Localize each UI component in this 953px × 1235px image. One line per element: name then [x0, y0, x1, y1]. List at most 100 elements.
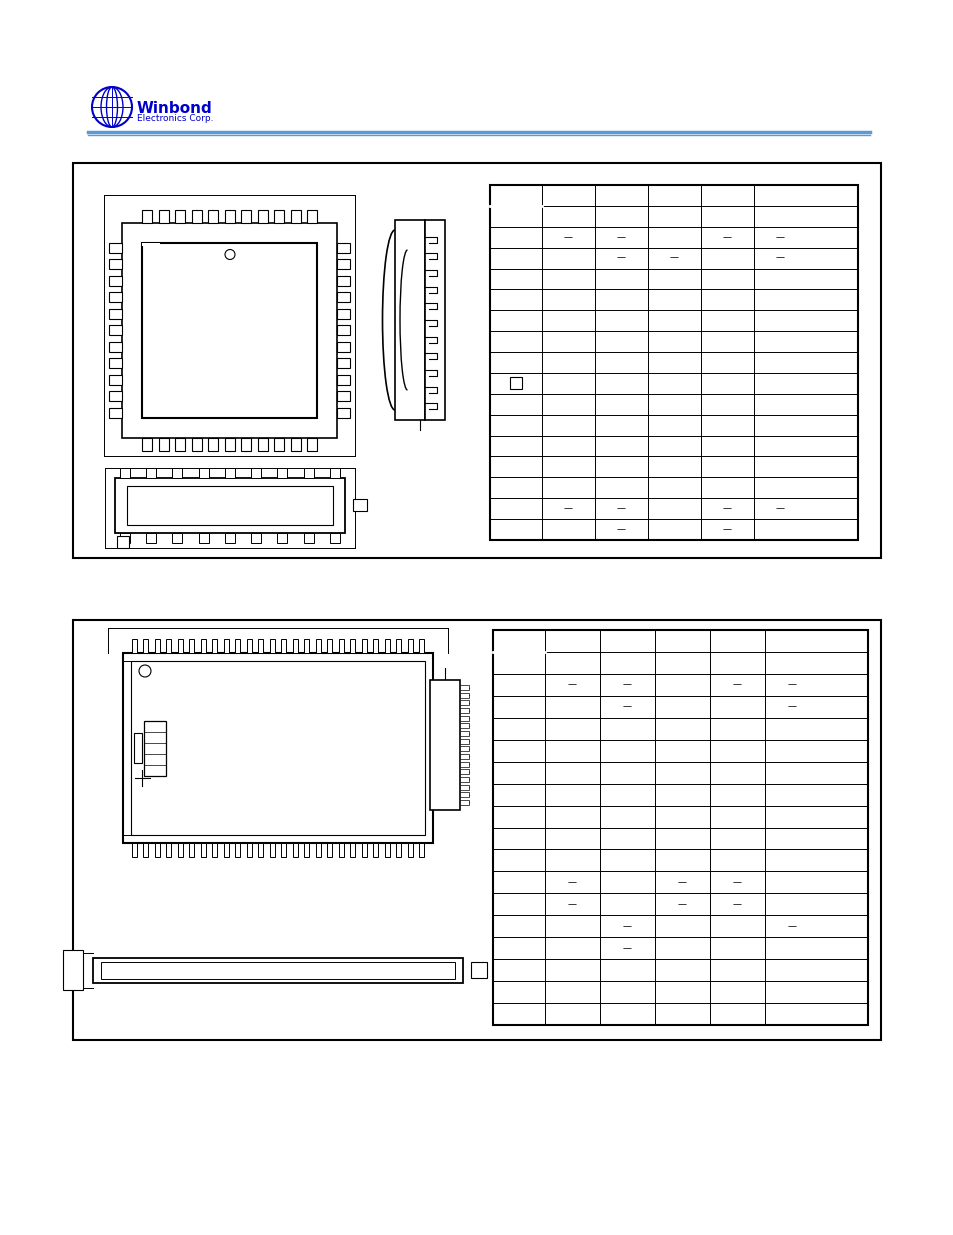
Bar: [154, 844, 160, 857]
Text: —: —: [617, 504, 625, 514]
Bar: [110, 259, 122, 269]
Bar: [471, 962, 486, 978]
Bar: [338, 844, 343, 857]
Bar: [142, 242, 160, 246]
Bar: [143, 844, 149, 857]
Bar: [307, 437, 317, 451]
Bar: [337, 325, 350, 335]
Text: Winbond: Winbond: [137, 101, 213, 116]
Text: —: —: [622, 921, 631, 931]
Text: —: —: [787, 703, 796, 711]
Bar: [418, 638, 423, 653]
Bar: [201, 844, 206, 857]
Bar: [132, 844, 137, 857]
Bar: [213, 638, 217, 653]
Bar: [159, 210, 169, 222]
Bar: [209, 210, 218, 222]
Bar: [337, 291, 350, 303]
Text: —: —: [567, 900, 577, 909]
Text: —: —: [775, 253, 784, 263]
Bar: [166, 638, 172, 653]
Bar: [235, 844, 240, 857]
Bar: [395, 844, 400, 857]
Bar: [384, 844, 389, 857]
Bar: [459, 800, 469, 805]
Bar: [274, 437, 284, 451]
Bar: [459, 700, 469, 705]
Bar: [353, 499, 367, 511]
Bar: [213, 844, 217, 857]
Text: —: —: [563, 504, 573, 514]
Bar: [120, 532, 130, 542]
Bar: [115, 478, 345, 532]
Bar: [120, 468, 130, 478]
Text: —: —: [669, 253, 679, 263]
Text: —: —: [732, 900, 741, 909]
Bar: [166, 844, 172, 857]
Bar: [337, 342, 350, 352]
Bar: [459, 755, 469, 760]
Bar: [146, 532, 156, 542]
Bar: [424, 220, 444, 420]
Bar: [201, 638, 206, 653]
Bar: [407, 844, 412, 857]
Bar: [277, 468, 287, 478]
Bar: [258, 844, 263, 857]
Text: —: —: [732, 680, 741, 689]
Bar: [247, 844, 252, 857]
Bar: [459, 708, 469, 713]
Bar: [110, 242, 122, 252]
Bar: [293, 638, 297, 653]
Bar: [459, 685, 469, 690]
Bar: [395, 638, 400, 653]
Bar: [110, 358, 122, 368]
Text: —: —: [567, 878, 577, 887]
Bar: [315, 638, 320, 653]
Bar: [225, 468, 234, 478]
Text: —: —: [678, 900, 686, 909]
Bar: [190, 638, 194, 653]
Bar: [315, 844, 320, 857]
Bar: [459, 769, 469, 774]
Bar: [510, 378, 521, 389]
Bar: [459, 784, 469, 789]
Bar: [270, 844, 274, 857]
Bar: [251, 532, 261, 542]
Text: —: —: [622, 944, 631, 952]
Bar: [131, 661, 424, 835]
Bar: [241, 437, 252, 451]
Bar: [270, 638, 274, 653]
Bar: [110, 374, 122, 384]
Bar: [304, 844, 309, 857]
Bar: [459, 724, 469, 729]
Bar: [190, 844, 194, 857]
Bar: [172, 468, 182, 478]
Text: —: —: [722, 504, 731, 514]
Bar: [350, 638, 355, 653]
Bar: [459, 693, 469, 698]
Text: —: —: [567, 680, 577, 689]
Bar: [338, 638, 343, 653]
Text: —: —: [775, 504, 784, 514]
Bar: [459, 777, 469, 782]
Bar: [459, 739, 469, 743]
Bar: [225, 437, 234, 451]
Bar: [384, 638, 389, 653]
Bar: [490, 185, 857, 540]
Bar: [361, 844, 366, 857]
Text: —: —: [622, 680, 631, 689]
Bar: [277, 532, 287, 542]
Bar: [198, 468, 209, 478]
Bar: [274, 210, 284, 222]
Bar: [225, 210, 234, 222]
Bar: [110, 342, 122, 352]
Text: Electronics Corp.: Electronics Corp.: [137, 114, 213, 124]
Text: —: —: [617, 253, 625, 263]
Bar: [337, 275, 350, 285]
Bar: [73, 163, 880, 558]
Bar: [198, 532, 209, 542]
Bar: [459, 792, 469, 798]
Bar: [373, 638, 377, 653]
Bar: [144, 720, 166, 776]
Bar: [110, 291, 122, 303]
